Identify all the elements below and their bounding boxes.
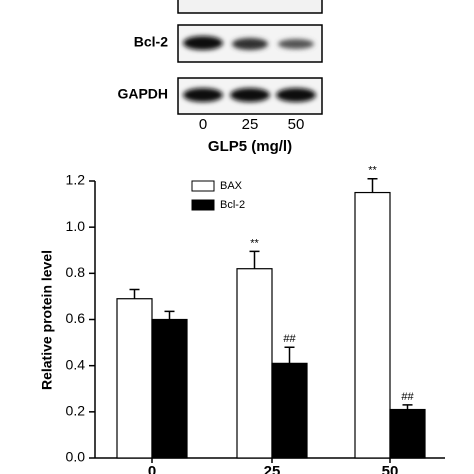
significance-label: ## <box>283 333 296 345</box>
blot-lane-label: 50 <box>288 116 305 133</box>
blot-lane-label: 0 <box>199 116 207 133</box>
x-tick-label: 25 <box>264 463 281 474</box>
significance-label: ## <box>401 391 414 403</box>
legend-label: Bcl-2 <box>220 199 245 211</box>
error-bar <box>284 346 295 364</box>
error-bar <box>402 404 413 410</box>
y-tick-label: 0.8 <box>66 264 86 280</box>
blot-band <box>183 36 223 50</box>
error-bar <box>249 250 260 269</box>
bar <box>271 362 308 459</box>
y-axis-label: Relative protein level <box>39 250 55 390</box>
legend-swatch <box>191 180 215 192</box>
blot-xlabel: GLP5 (mg/l) <box>208 138 292 155</box>
blot-band <box>278 39 314 49</box>
y-tick-label: 0.2 <box>66 403 86 419</box>
y-tick-label: 0.0 <box>66 449 86 465</box>
x-tick-label: 0 <box>148 463 156 474</box>
error-bar <box>129 288 140 299</box>
bar <box>151 318 188 459</box>
blot-band <box>183 88 223 102</box>
x-tick-label: 50 <box>382 463 399 474</box>
bar <box>389 408 426 459</box>
legend-label: BAX <box>220 180 243 192</box>
y-tick-label: 0.6 <box>66 310 86 326</box>
blot-band <box>230 88 270 102</box>
significance-label: ** <box>368 165 377 177</box>
error-bar <box>367 177 378 193</box>
blot-band <box>232 38 268 50</box>
bar <box>354 191 391 459</box>
legend-swatch <box>191 199 215 211</box>
blot-band <box>276 88 316 102</box>
blot-lane-label: 25 <box>242 116 259 133</box>
error-bar <box>164 310 175 320</box>
bar <box>236 268 273 459</box>
bar <box>116 298 153 459</box>
western-blot: Bcl-2 GAPDH 0 25 50 GLP5 (mg/l) <box>117 0 323 155</box>
blot-row-label: Bcl-2 <box>134 34 168 50</box>
y-tick-label: 1.2 <box>66 172 86 188</box>
blot-row-label: GAPDH <box>117 86 168 102</box>
y-tick-label: 0.4 <box>66 356 86 372</box>
blot-box <box>177 0 323 14</box>
y-tick-label: 1.0 <box>66 218 86 234</box>
significance-label: ** <box>250 237 259 249</box>
